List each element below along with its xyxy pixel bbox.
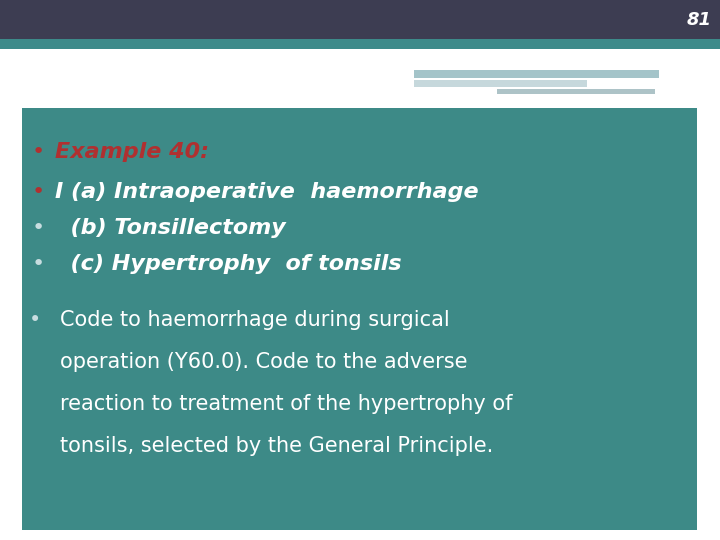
Text: Code to haemorrhage during surgical: Code to haemorrhage during surgical [60,310,450,330]
Text: I (a) Intraoperative  haemorrhage: I (a) Intraoperative haemorrhage [55,182,479,202]
Text: •: • [32,182,45,202]
Text: (c) Hypertrophy  of tonsils: (c) Hypertrophy of tonsils [55,254,402,274]
Text: •: • [32,218,45,238]
Bar [497,89,655,94]
Text: •: • [32,254,45,274]
Text: reaction to treatment of the hypertrophy of: reaction to treatment of the hypertrophy… [60,394,513,414]
Text: operation (Y60.0). Code to the adverse: operation (Y60.0). Code to the adverse [60,352,467,372]
Text: •: • [32,142,45,162]
Text: 81: 81 [687,11,712,29]
Text: (b) Tonsillectomy: (b) Tonsillectomy [55,218,286,238]
Bar [0,0,720,39]
Text: •: • [29,310,41,330]
Bar [22,108,697,530]
Text: tonsils, selected by the General Principle.: tonsils, selected by the General Princip… [60,436,493,456]
Text: Example 40:: Example 40: [55,142,209,162]
Bar [414,70,659,78]
Bar [414,80,587,87]
Bar [0,39,720,49]
